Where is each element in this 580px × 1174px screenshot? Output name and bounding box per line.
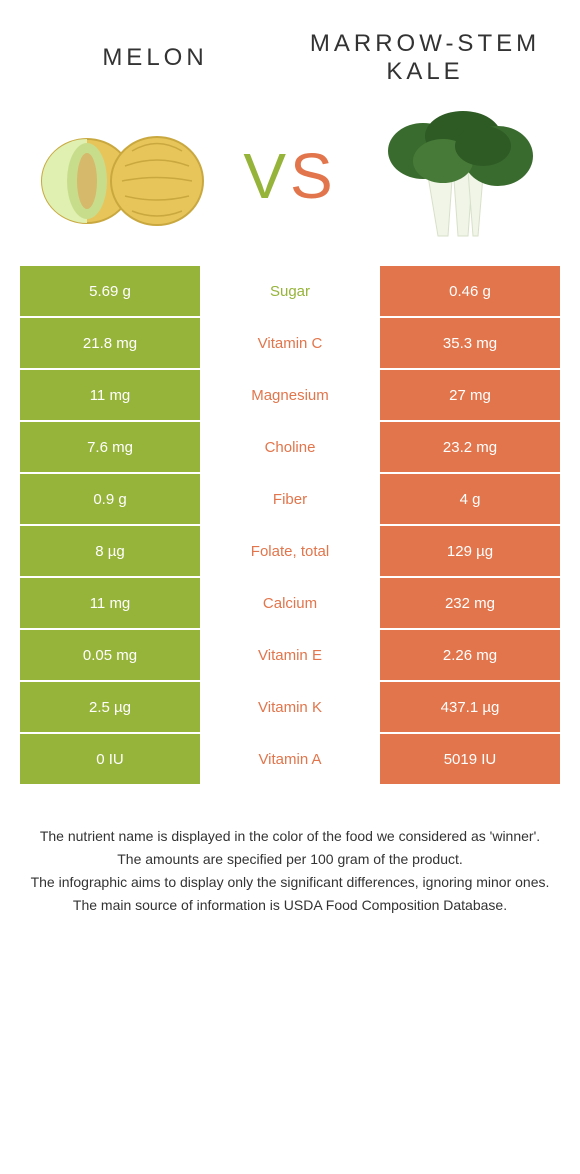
right-value: 27 mg: [380, 370, 560, 420]
vs-s: S: [290, 140, 337, 212]
nutrient-name: Vitamin C: [200, 318, 380, 368]
left-value: 21.8 mg: [20, 318, 200, 368]
right-value: 437.1 µg: [380, 682, 560, 732]
footer-notes: The nutrient name is displayed in the co…: [0, 786, 580, 938]
right-value: 23.2 mg: [380, 422, 560, 472]
footer-line-4: The main source of information is USDA F…: [30, 895, 550, 916]
right-value: 0.46 g: [380, 266, 560, 316]
nutrient-name: Vitamin K: [200, 682, 380, 732]
right-value: 35.3 mg: [380, 318, 560, 368]
nutrient-row: 0 IUVitamin A5019 IU: [20, 734, 560, 784]
nutrient-name: Vitamin A: [200, 734, 380, 784]
vs-row: VS: [0, 96, 580, 266]
left-value: 0.9 g: [20, 474, 200, 524]
right-value: 4 g: [380, 474, 560, 524]
nutrient-name: Calcium: [200, 578, 380, 628]
right-food-title: Marrow-stem Kale: [290, 30, 560, 86]
right-value: 2.26 mg: [380, 630, 560, 680]
left-value: 0 IU: [20, 734, 200, 784]
nutrient-name: Sugar: [200, 266, 380, 316]
nutrient-name: Folate, total: [200, 526, 380, 576]
nutrient-name: Magnesium: [200, 370, 380, 420]
header-row: Melon Marrow-stem Kale: [0, 0, 580, 96]
vs-v: V: [243, 140, 290, 212]
nutrient-row: 21.8 mgVitamin C35.3 mg: [20, 318, 560, 368]
left-food-title: Melon: [20, 44, 290, 72]
right-food-image: [357, 106, 560, 246]
left-value: 11 mg: [20, 578, 200, 628]
left-value: 5.69 g: [20, 266, 200, 316]
nutrient-row: 2.5 µgVitamin K437.1 µg: [20, 682, 560, 732]
nutrient-name: Vitamin E: [200, 630, 380, 680]
left-value: 11 mg: [20, 370, 200, 420]
nutrient-row: 0.9 gFiber4 g: [20, 474, 560, 524]
nutrient-row: 11 mgMagnesium27 mg: [20, 370, 560, 420]
nutrient-row: 7.6 mgCholine23.2 mg: [20, 422, 560, 472]
left-value: 2.5 µg: [20, 682, 200, 732]
nutrient-row: 11 mgCalcium232 mg: [20, 578, 560, 628]
right-value: 129 µg: [380, 526, 560, 576]
footer-line-2: The amounts are specified per 100 gram o…: [30, 849, 550, 870]
nutrient-name: Fiber: [200, 474, 380, 524]
comparison-table: 5.69 gSugar0.46 g21.8 mgVitamin C35.3 mg…: [0, 266, 580, 784]
left-value: 0.05 mg: [20, 630, 200, 680]
right-value: 232 mg: [380, 578, 560, 628]
nutrient-row: 0.05 mgVitamin E2.26 mg: [20, 630, 560, 680]
right-value: 5019 IU: [380, 734, 560, 784]
nutrient-row: 8 µgFolate, total129 µg: [20, 526, 560, 576]
vs-label: VS: [233, 139, 346, 213]
footer-line-1: The nutrient name is displayed in the co…: [30, 826, 550, 847]
footer-line-3: The infographic aims to display only the…: [30, 872, 550, 893]
left-value: 8 µg: [20, 526, 200, 576]
nutrient-name: Choline: [200, 422, 380, 472]
left-value: 7.6 mg: [20, 422, 200, 472]
nutrient-row: 5.69 gSugar0.46 g: [20, 266, 560, 316]
left-food-image: [20, 106, 223, 246]
